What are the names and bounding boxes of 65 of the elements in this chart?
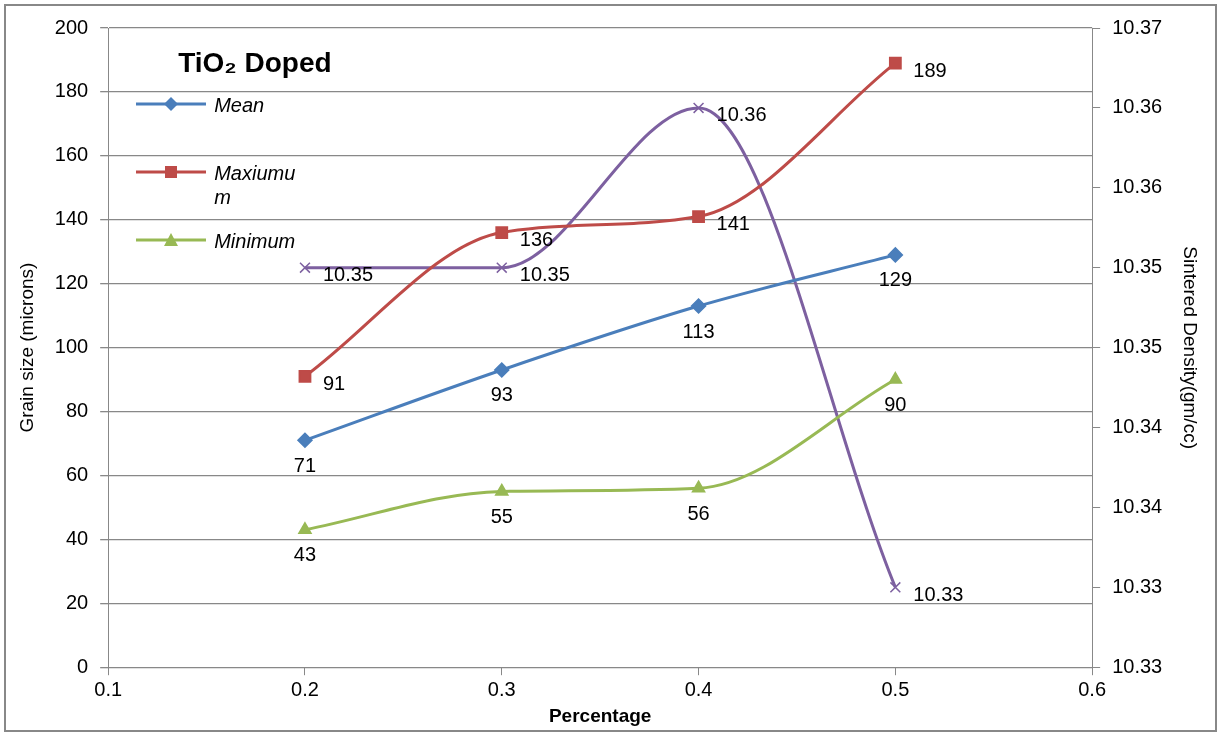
data-label: 90 [884, 393, 907, 416]
x-tick-label: 0.5 [881, 677, 910, 700]
data-label: 10.33 [913, 582, 964, 605]
data-label: 10.36 [716, 103, 767, 126]
y-tick-label: 0 [77, 654, 89, 677]
y-tick-label: 180 [54, 79, 89, 102]
point [495, 226, 509, 239]
y2-tick-label: 10.34 [1112, 494, 1163, 517]
data-label: 113 [682, 319, 715, 342]
point [888, 371, 903, 384]
data-label: 136 [519, 228, 554, 251]
data-label: 93 [490, 383, 513, 406]
x-tick-label: 0.1 [94, 677, 123, 700]
legend-label: Maxiumum [214, 161, 297, 209]
point [889, 581, 902, 593]
point [298, 522, 312, 535]
y2-tick-label: 10.33 [1112, 654, 1163, 677]
point [692, 102, 705, 114]
point [299, 262, 311, 274]
point [297, 432, 313, 449]
point [496, 262, 508, 274]
point [888, 56, 902, 70]
y2-tick-label: 10.35 [1112, 255, 1163, 278]
data-label: 71 [293, 453, 317, 476]
y-tick-label: 200 [54, 15, 89, 38]
y-tick-label: 100 [54, 335, 89, 358]
y-tick-label: 160 [54, 143, 89, 166]
text: TiO₂ Doped [178, 46, 332, 78]
data-label: 129 [878, 268, 913, 291]
data-label: 56 [687, 501, 710, 524]
point [692, 210, 705, 223]
point [494, 483, 509, 496]
point [691, 480, 706, 493]
y2-tick-label: 10.36 [1112, 175, 1163, 198]
y-tick-label: 120 [54, 271, 89, 294]
x-axis-title: Percentage [548, 704, 652, 726]
data-label: 189 [913, 58, 947, 81]
y2-tick-label: 10.36 [1112, 95, 1163, 118]
legend-label: Minimum [214, 229, 297, 253]
y-tick-label: 80 [65, 399, 89, 422]
y2-tick-label: 10.37 [1112, 15, 1163, 38]
data-label: 91 [322, 371, 346, 394]
x-tick-label: 0.4 [684, 677, 713, 700]
x-tick-label: 0.2 [291, 677, 319, 700]
y2-tick-label: 10.33 [1112, 574, 1163, 597]
y2-tick-label: 10.34 [1112, 415, 1163, 438]
point [690, 298, 707, 314]
x-tick-label: 0.6 [1078, 677, 1107, 700]
data-label: 55 [490, 504, 513, 527]
data-label: 43 [293, 543, 317, 566]
point [494, 362, 510, 378]
data-label: 10.35 [519, 263, 570, 286]
legend-label: Mean [214, 93, 266, 117]
y2-axis-title: Sintered Density(gm/cc) [1180, 246, 1202, 449]
point [887, 247, 904, 263]
point [298, 369, 312, 383]
y-axis-title: Grain size (microns) [15, 262, 37, 433]
x-tick-label: 0.3 [487, 677, 516, 700]
y2-tick-label: 10.35 [1112, 335, 1163, 358]
y-tick-label: 140 [54, 207, 89, 230]
data-label: 10.35 [322, 263, 374, 286]
y-tick-label: 60 [65, 462, 89, 485]
data-label: 141 [716, 212, 750, 235]
y-tick-label: 40 [65, 526, 89, 549]
y-tick-label: 20 [65, 590, 89, 613]
